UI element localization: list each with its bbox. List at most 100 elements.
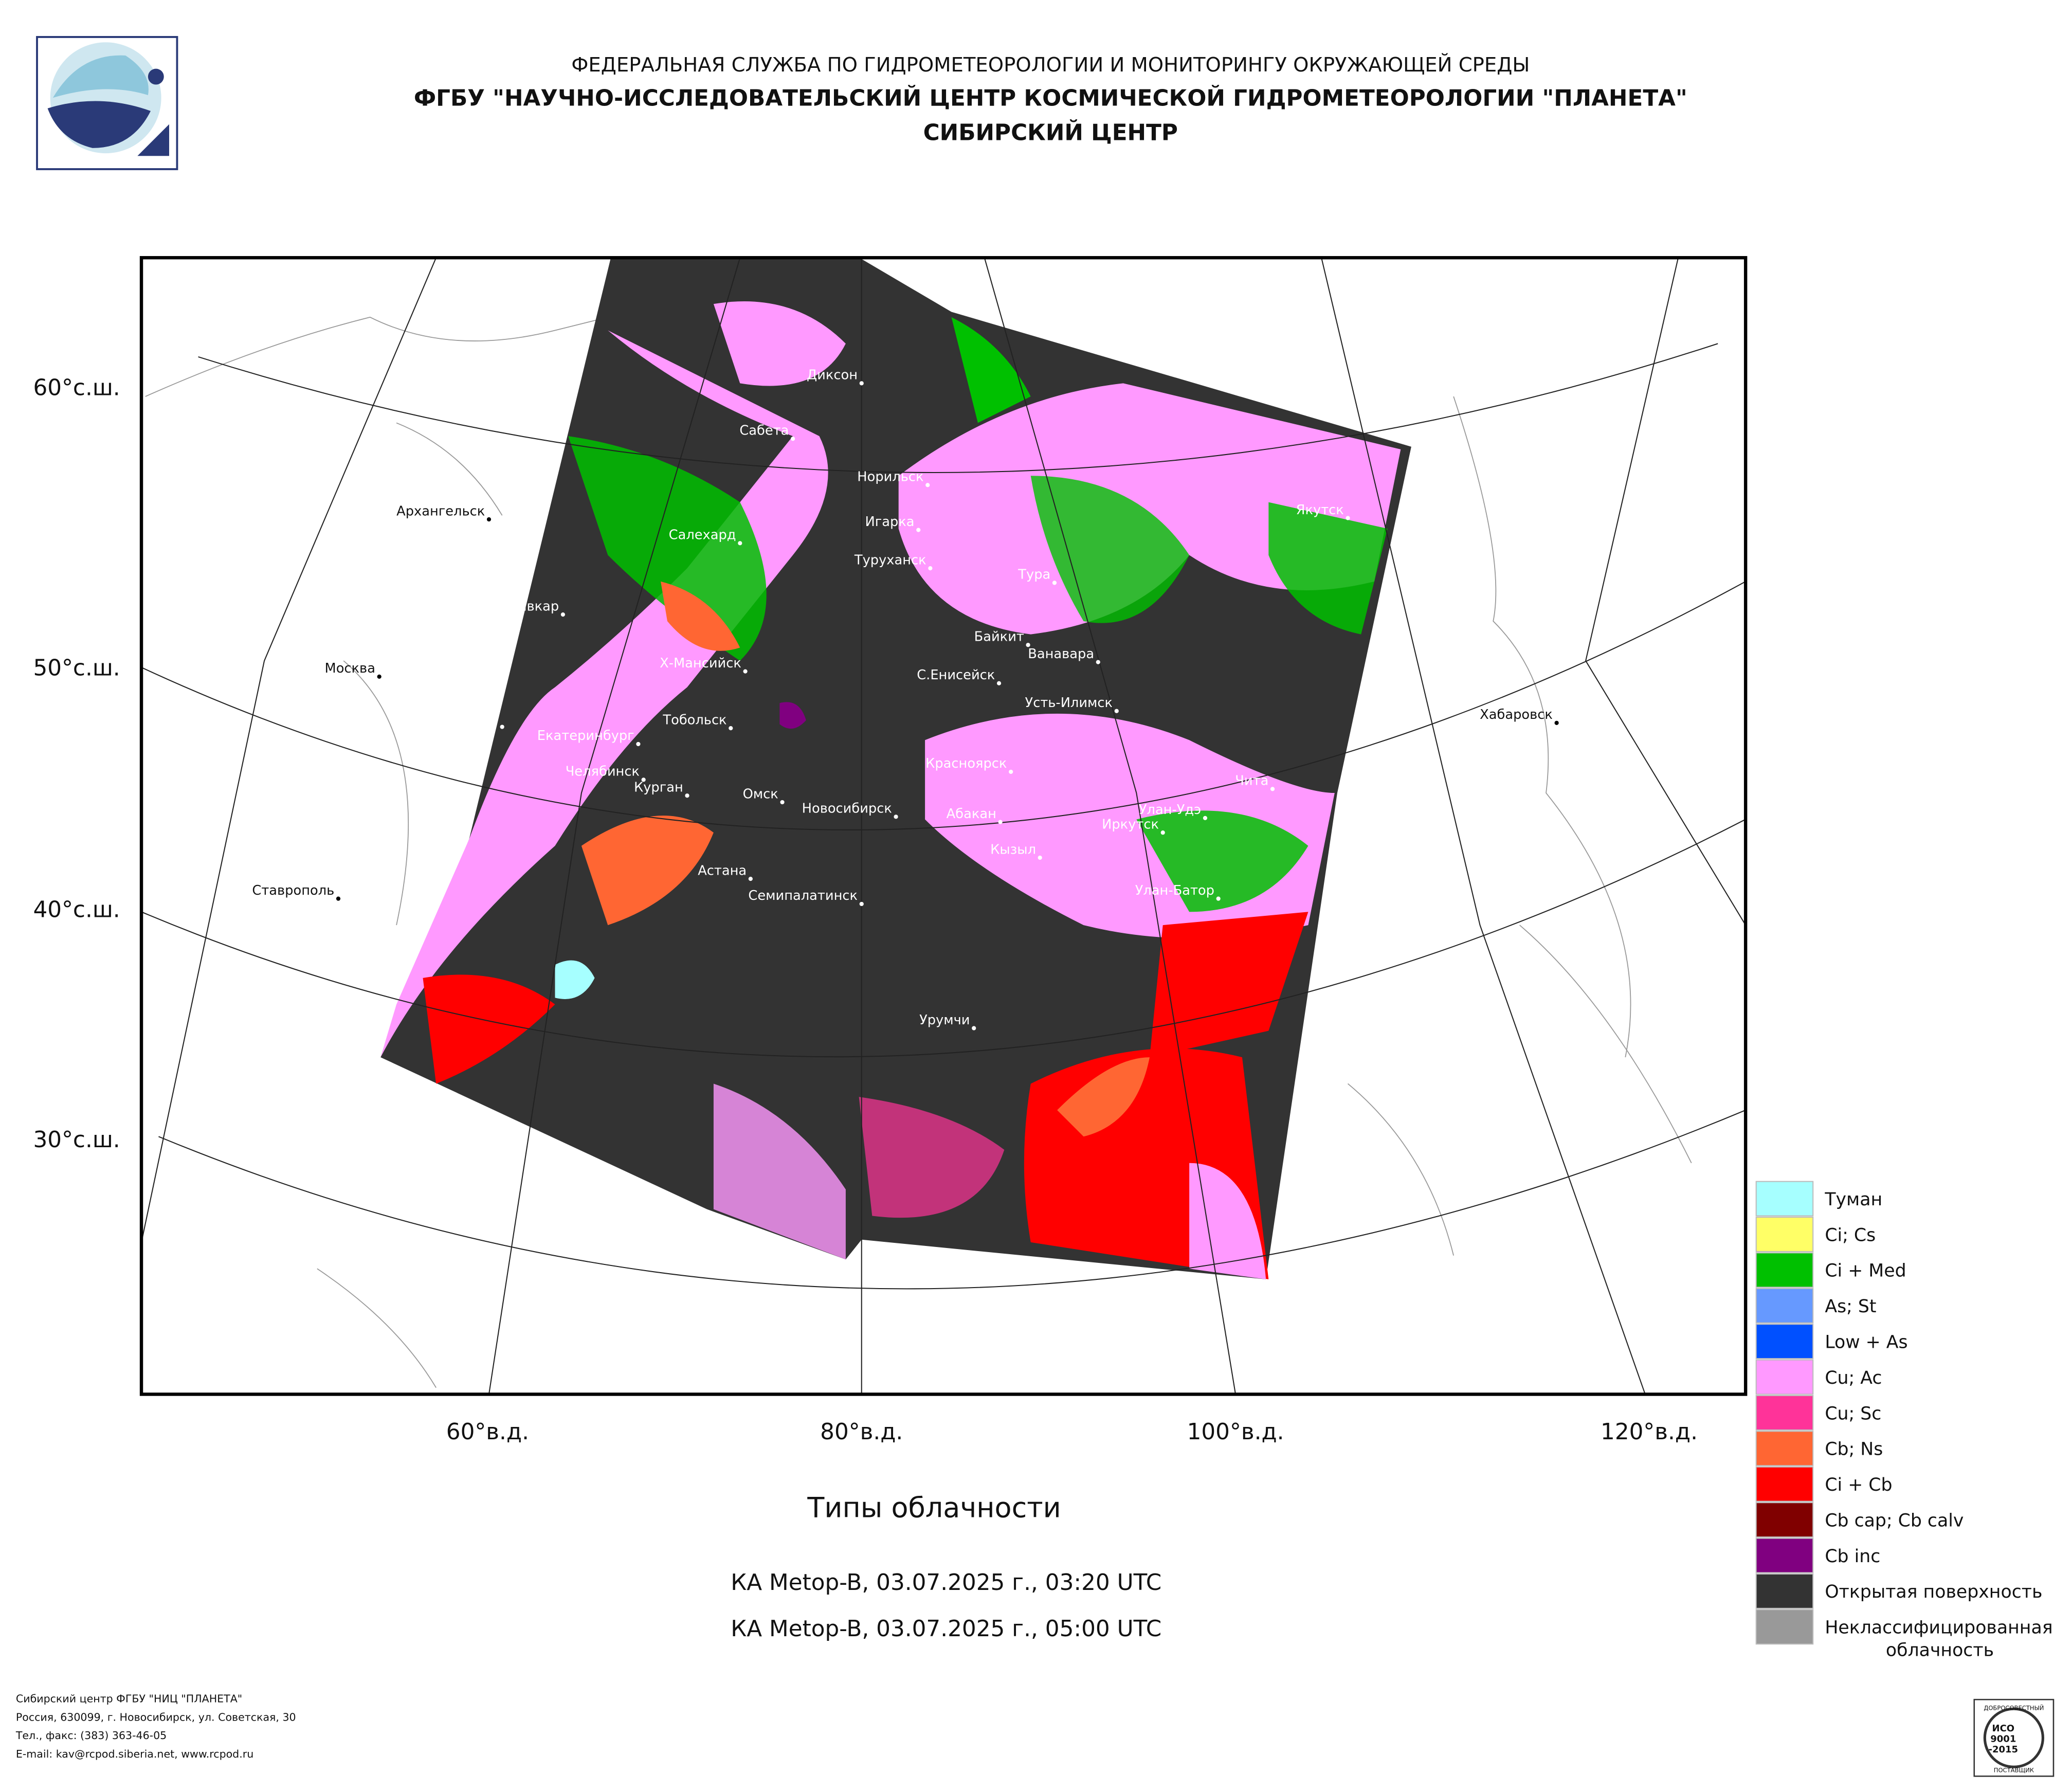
lon-label: 120°в.д. [1601,1419,1698,1445]
legend-swatch [1755,1431,1814,1467]
city-label: Екатеринбург [537,728,634,744]
city-label: Байкит [974,629,1024,644]
city-label: С.Енисейск [917,667,995,683]
map-title: Типы облачности [807,1491,1061,1524]
footer-line: Тел., факс: (383) 363-46-05 [15,1729,167,1742]
city-dot [1026,643,1030,647]
city-dot [729,726,733,731]
city-dot [1270,787,1275,791]
city-dot [1346,516,1350,520]
city-label: Улан-Удэ [1139,802,1201,818]
city-label: Туруханск [854,552,926,568]
city-dot [780,800,785,805]
legend-label: Открытая поверхность [1825,1582,2042,1602]
city-label: Тура [1017,567,1050,583]
city-dot [738,541,742,546]
header-branch: СИБИРСКИЙ ЦЕНТР [923,118,1178,146]
city-label: Салехард [669,528,736,543]
legend-swatch [1755,1466,1814,1502]
city-label: Х-Мансийск [660,656,741,671]
city-label: Красноярск [925,756,1007,771]
city-dot [928,566,933,571]
graticule [141,257,1747,1395]
city-label: Новосибирск [802,801,892,817]
legend-label: Ci + Cb [1825,1475,1892,1495]
footer-line: E-mail: kav@rcpod.siberia.net, www.rcpod… [16,1748,253,1760]
city-dot [996,681,1002,685]
logo [36,36,178,170]
legend-swatch [1755,1395,1814,1431]
city-dot [1096,660,1100,664]
city-dot [790,437,795,441]
city-label: Норильск [857,469,923,485]
lat-label: 50°с.ш. [33,655,120,681]
lat-label: 30°с.ш. [33,1127,120,1153]
legend-label: Cu; Sc [1825,1403,1881,1424]
legend-label: Cb; Ns [1825,1439,1883,1460]
lat-label: 40°с.ш. [33,897,120,923]
legend-swatch [1755,1359,1814,1395]
legend-swatch [1755,1609,1814,1645]
city-dot [916,528,921,532]
city-label: Москва [325,661,375,676]
city-label: Усть-Илимск [1025,695,1113,711]
legend-swatch [1755,1502,1814,1538]
city-dot [500,725,504,729]
city-dot [560,612,566,617]
city-dot [1203,816,1208,821]
legend-label: Ci; Cs [1825,1225,1876,1245]
city-label: Игарка [865,514,915,530]
city-label: Тобольск [662,712,726,728]
city-label: Омск [743,786,778,802]
city-dot [1038,855,1042,860]
legend-label: Cu; Ac [1825,1368,1882,1388]
pass-2: КА Metop-B, 03.07.2025 г., 05:00 UTC [731,1616,1161,1642]
lon-label: 100°в.д. [1187,1419,1284,1445]
city-dot [1216,896,1221,901]
city-label: Улан-Батор [1135,883,1214,898]
legend-swatch [1755,1217,1814,1252]
city-label: Урумчи [919,1012,970,1028]
city-label: Иркутск [1102,817,1159,832]
city-label: Казань [449,711,498,727]
legend-label: облачность [1886,1640,1994,1660]
iso-mark: -2015 [1989,1744,2019,1755]
header-center: ФГБУ "НАУЧНО-ИССЛЕДОВАТЕЛЬСКИЙ ЦЕНТР КОС… [414,84,1687,112]
legend-swatch [1755,1181,1814,1217]
legend-swatch [1755,1288,1814,1324]
iso-bottom: ПОСТАВЩИК [1994,1767,2034,1774]
legend-swatch [1755,1537,1814,1573]
city-dot [377,674,381,679]
legend-label: Неклассифицированная [1825,1618,2052,1638]
city-dot [859,901,864,907]
iso-mark: 9001 [1990,1733,2016,1744]
city-dot [486,517,492,522]
city-label: Якутск [1296,502,1344,518]
cloud-areas [380,301,1401,1279]
city-label: Кызыл [990,842,1036,857]
city-label: Хабаровск [1480,707,1553,722]
city-label: Семипалатинск [748,888,858,903]
axis-labels: 60°с.ш. 50°с.ш. 40°с.ш. 30°с.ш. 60°в.д. 80°в.… [33,374,1698,1444]
city-label: Ванавара [1028,646,1094,662]
legend-label: Ci + Med [1825,1261,1906,1281]
city-dot [748,877,753,881]
city-dot [1052,581,1057,585]
legend: Туман Ci; Cs Ci + Med As; St Low + As Cu; Ac C… [1755,1181,2053,1660]
footer-line: Сибирский центр ФГБУ "НИЦ "ПЛАНЕТА" [16,1692,242,1705]
iso-mark: ИСО [1992,1723,2015,1734]
city-label: Курган [634,780,683,795]
city-dot [1009,769,1013,774]
city-dot [859,381,864,386]
city-dot [1114,709,1119,713]
city-label: Диксон [807,368,858,383]
city-dot [1160,830,1165,835]
footer-line: Россия, 630099, г. Новосибирск, ул. Сове… [16,1711,296,1723]
legend-label: Cb inc [1825,1546,1880,1567]
footer: Сибирский центр ФГБУ "НИЦ "ПЛАНЕТА" Росси… [15,1692,296,1760]
city-dot [641,777,646,782]
legend-label: As; St [1825,1296,1876,1317]
city-dot [925,483,930,487]
city-dot [998,820,1003,824]
